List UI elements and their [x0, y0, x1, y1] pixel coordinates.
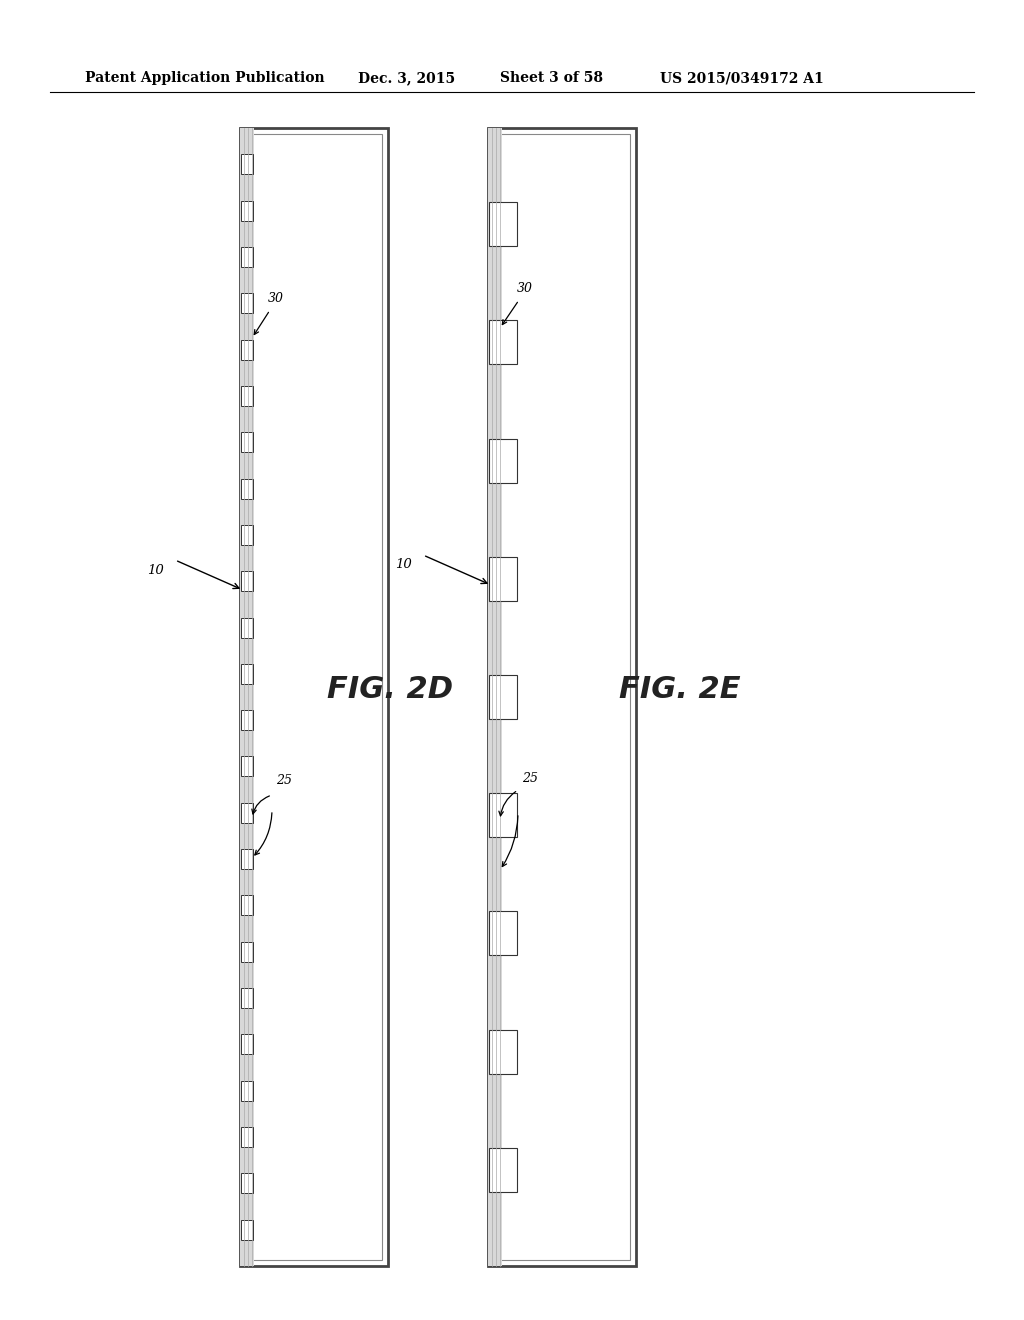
- Bar: [241, 1127, 253, 1147]
- Text: Dec. 3, 2015: Dec. 3, 2015: [358, 71, 455, 84]
- Bar: [241, 895, 253, 916]
- Bar: [240, 128, 254, 1266]
- Text: 30: 30: [268, 292, 284, 305]
- Bar: [241, 293, 253, 313]
- Bar: [489, 1030, 517, 1073]
- Bar: [241, 247, 253, 267]
- Bar: [241, 154, 253, 174]
- Bar: [489, 321, 517, 364]
- Bar: [241, 618, 253, 638]
- Bar: [489, 793, 517, 837]
- Text: FIG. 2E: FIG. 2E: [620, 676, 740, 705]
- Bar: [241, 803, 253, 822]
- Text: 30: 30: [517, 281, 534, 294]
- Bar: [241, 1220, 253, 1239]
- Text: 10: 10: [394, 558, 412, 572]
- Bar: [488, 128, 636, 1266]
- Bar: [241, 385, 253, 407]
- Text: Sheet 3 of 58: Sheet 3 of 58: [500, 71, 603, 84]
- Bar: [241, 664, 253, 684]
- Bar: [241, 849, 253, 869]
- Bar: [241, 1081, 253, 1101]
- Bar: [241, 1173, 253, 1193]
- Bar: [241, 941, 253, 962]
- Bar: [241, 572, 253, 591]
- Bar: [241, 432, 253, 453]
- Bar: [241, 756, 253, 776]
- Bar: [489, 557, 517, 601]
- Bar: [241, 710, 253, 730]
- Bar: [489, 1148, 517, 1192]
- Bar: [489, 202, 517, 247]
- Bar: [489, 438, 517, 483]
- Bar: [488, 128, 502, 1266]
- Bar: [246, 135, 382, 1261]
- Bar: [241, 989, 253, 1008]
- Text: 10: 10: [146, 564, 164, 577]
- Text: US 2015/0349172 A1: US 2015/0349172 A1: [660, 71, 823, 84]
- Text: 25: 25: [276, 774, 292, 787]
- Bar: [241, 201, 253, 220]
- Bar: [241, 339, 253, 359]
- Bar: [240, 128, 388, 1266]
- Bar: [241, 479, 253, 499]
- Text: FIG. 2D: FIG. 2D: [327, 676, 453, 705]
- Bar: [494, 135, 630, 1261]
- Text: 25: 25: [522, 771, 538, 784]
- Bar: [489, 911, 517, 956]
- Bar: [241, 525, 253, 545]
- Text: Patent Application Publication: Patent Application Publication: [85, 71, 325, 84]
- Bar: [489, 675, 517, 719]
- Bar: [241, 1035, 253, 1055]
